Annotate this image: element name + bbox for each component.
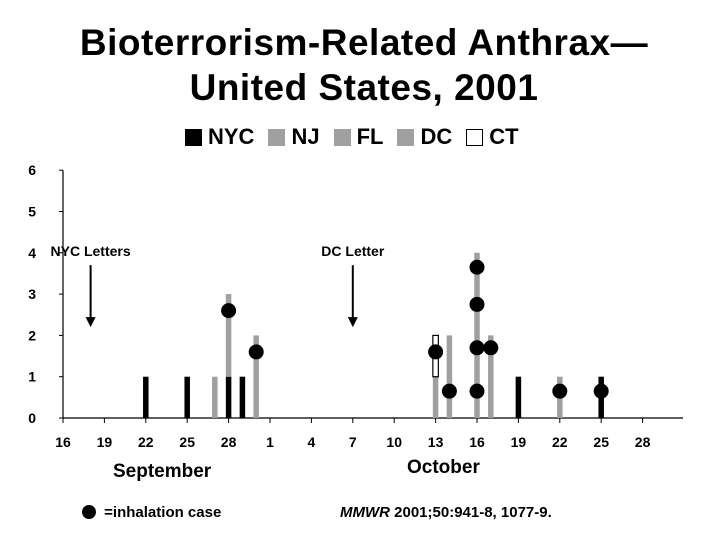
x-tick-label: 16 [469, 434, 485, 450]
y-tick-label: 0 [28, 410, 36, 426]
bar-nj [225, 294, 232, 377]
legend-item-dc: DC [397, 124, 452, 150]
y-tick-label: 1 [28, 369, 36, 385]
inhalation-case-dot [469, 383, 485, 399]
bar-nyc [184, 376, 190, 418]
x-tick-label: 28 [221, 434, 237, 450]
inhalation-case-dot [469, 340, 485, 356]
legend-label-nyc: NYC [208, 124, 255, 149]
x-tick-label: 25 [179, 434, 195, 450]
annotation-label-nyc-letters: NYC Letters [51, 243, 131, 259]
legend-label-ct: CT [489, 124, 519, 149]
inhalation-case-dot [469, 296, 485, 312]
chart-title-line1: Bioterrorism-Related Anthrax— [79, 22, 649, 63]
y-tick-label: 3 [28, 286, 36, 302]
bar-nyc [239, 376, 246, 418]
x-tick-label: 10 [386, 434, 402, 450]
annotation-arrow-head [85, 317, 96, 328]
legend-item-nyc: NYC [185, 124, 254, 150]
inhalation-case-dot [552, 383, 568, 399]
legend-swatch-nj [268, 128, 286, 146]
y-tick-label: 4 [28, 245, 36, 261]
x-tick-label: 19 [511, 434, 527, 450]
legend-item-ct: CT [466, 124, 519, 150]
legend-swatch-ct [466, 128, 484, 146]
bar-nyc [515, 376, 522, 418]
bar-nj [212, 376, 218, 418]
inhalation-case-dot [248, 344, 264, 360]
bar-nj [253, 335, 259, 418]
legend-label-fl: FL [356, 124, 384, 149]
inhalation-case-dot [469, 259, 485, 275]
legend-label-dc: DC [420, 124, 453, 149]
y-tick-label: 6 [28, 162, 36, 178]
bar-dc [446, 335, 453, 418]
x-tick-label: 22 [138, 434, 154, 450]
legend-swatch-dc [397, 128, 415, 146]
inhalation-label: =inhalation case [104, 504, 222, 521]
y-tick-label: 5 [28, 204, 36, 220]
x-tick-label: 22 [552, 434, 568, 450]
x-tick-label: 28 [635, 434, 651, 450]
inhalation-case-dot [428, 344, 444, 360]
month-label-september: September [113, 461, 212, 482]
chart-title-line2: United States, 2001 [189, 67, 539, 108]
bar-dc [432, 376, 439, 418]
inhalation-case-dot [593, 383, 609, 399]
bar-nyc [225, 376, 232, 418]
bar-dc [474, 252, 480, 418]
y-tick-label: 2 [28, 327, 36, 343]
citation-journal: MMWR [340, 504, 390, 521]
annotation-label-dc-letter: DC Letter [321, 243, 385, 259]
legend-item-fl: FL [333, 124, 384, 150]
legend-item-nj: NJ [268, 124, 320, 150]
inhalation-dot-icon [82, 505, 96, 519]
legend-swatch-nyc [185, 128, 202, 146]
citation-detail: 2001;50:941-8, 1077-9. [389, 504, 552, 521]
x-tick-label: 13 [428, 434, 444, 450]
x-tick-label: 4 [308, 434, 316, 450]
x-tick-label: 7 [349, 434, 357, 450]
footer-inhalation-legend: =inhalation case [82, 504, 221, 521]
inhalation-case-dot [221, 303, 237, 319]
legend: NYC NJ FL DC CT [185, 124, 533, 150]
x-tick-label: 1 [266, 434, 274, 450]
x-tick-label: 16 [55, 434, 71, 450]
legend-swatch-fl [333, 128, 351, 146]
legend-label-nj: NJ [291, 124, 320, 149]
annotation-arrow-head [347, 317, 358, 328]
citation: MMWR 2001;50:941-8, 1077-9. [340, 504, 552, 521]
month-label-october: October [407, 457, 480, 478]
x-tick-label: 19 [97, 434, 113, 450]
inhalation-case-dot [483, 340, 499, 356]
inhalation-case-dot [441, 383, 457, 399]
x-tick-label: 25 [593, 434, 609, 450]
bar-nyc [143, 376, 149, 418]
bar-dc [488, 335, 494, 418]
